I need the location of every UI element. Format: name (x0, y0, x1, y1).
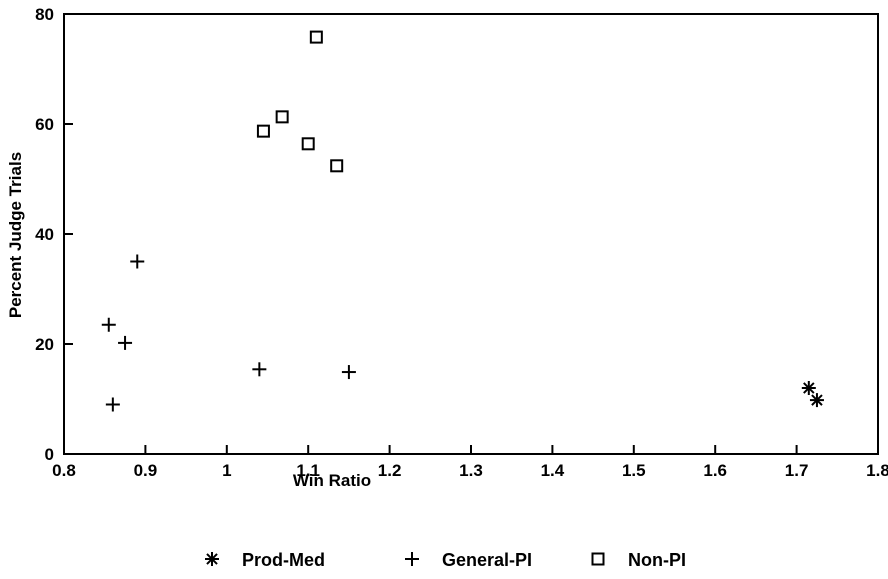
legend-item-non-pi: Non-PI (591, 550, 686, 570)
x-tick-label: 0.9 (134, 461, 158, 480)
x-tick-label: 1.3 (459, 461, 483, 480)
legend-item-general-pi: General-PI (405, 550, 532, 570)
x-tick-label: 1.1 (296, 461, 320, 480)
y-axis: 0 20 40 60 80 (35, 5, 73, 464)
data-point-general-pi (118, 335, 133, 350)
x-tick-label: 1.2 (378, 461, 402, 480)
x-tick-label: 1.5 (622, 461, 646, 480)
y-tick-label: 20 (35, 335, 54, 354)
data-point-general-pi (252, 362, 267, 377)
y-tick-label: 40 (35, 225, 54, 244)
legend-label-prod-med: Prod-Med (242, 550, 325, 570)
data-point-non-pi (309, 30, 323, 44)
plot-area (63, 13, 879, 455)
legend-label-non-pi: Non-PI (628, 550, 686, 570)
x-tick-label: 1.6 (703, 461, 727, 480)
legend-marker-prod-med (205, 552, 219, 566)
data-point-general-pi (101, 317, 116, 332)
data-point-general-pi (130, 254, 145, 269)
legend: Prod-Med General-PI Non-PI (205, 550, 686, 570)
data-point-non-pi (301, 137, 315, 151)
plot-border (63, 13, 879, 455)
data-point-prod-med (801, 381, 816, 395)
data-point-non-pi (330, 159, 344, 173)
x-tick-label: 1.7 (785, 461, 809, 480)
x-axis: 0.8 0.9 1 1.1 1.2 1.3 1.4 1.5 1.6 1.7 1.8 (52, 445, 888, 480)
x-tick-label: 0.8 (52, 461, 76, 480)
y-tick-label: 60 (35, 115, 54, 134)
data-point-non-pi (275, 110, 289, 124)
y-axis-title: Percent Judge Trials (6, 152, 25, 318)
legend-marker-non-pi (591, 552, 605, 566)
x-axis-title: Win Ratio (293, 471, 371, 490)
y-tick-label: 80 (35, 5, 54, 24)
data-point-general-pi (105, 397, 120, 412)
data-point-prod-med (809, 393, 824, 408)
legend-marker-general-pi (405, 552, 419, 566)
x-tick-label: 1 (222, 461, 231, 480)
data-point-general-pi (341, 365, 356, 380)
y-tick-label: 0 (45, 445, 54, 464)
data-point-non-pi (256, 124, 270, 138)
x-tick-label: 1.8 (866, 461, 888, 480)
legend-label-general-pi: General-PI (442, 550, 532, 570)
data-points (101, 30, 824, 412)
x-tick-label: 1.4 (541, 461, 565, 480)
legend-item-prod-med: Prod-Med (205, 550, 325, 570)
